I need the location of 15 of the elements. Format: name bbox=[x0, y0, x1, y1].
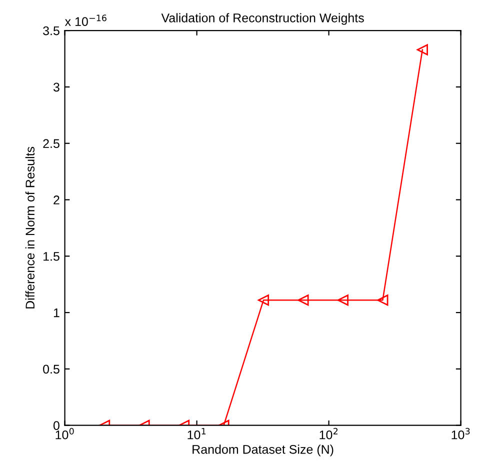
y-tick-label: 3 bbox=[53, 82, 60, 92]
x-tick-label: 10$^{2}$ bbox=[320, 428, 338, 440]
y-tick-label: 1.5 bbox=[44, 252, 60, 261]
y-tick-label: 3.5 bbox=[43, 26, 60, 36]
y-tick-label: 1 bbox=[54, 308, 60, 318]
x-tick-label: 10$^{3}$ bbox=[452, 428, 470, 440]
y-axis-title: Difference in Norm of Results bbox=[25, 146, 35, 308]
chart-title: Validation of Reconstruction Weights bbox=[161, 13, 364, 25]
y-tick-label: 0 bbox=[53, 421, 60, 430]
x-tick-label: 10$^{1}$ bbox=[188, 428, 206, 440]
y-tick-label: 2 bbox=[54, 196, 60, 204]
y-tick-label: 2.5 bbox=[43, 139, 60, 148]
text: x 10$^{−16}$ bbox=[64, 14, 106, 26]
x-axis-title: Random Dataset Size (N) bbox=[192, 444, 334, 456]
y-tick-label: 0.5 bbox=[43, 364, 60, 374]
